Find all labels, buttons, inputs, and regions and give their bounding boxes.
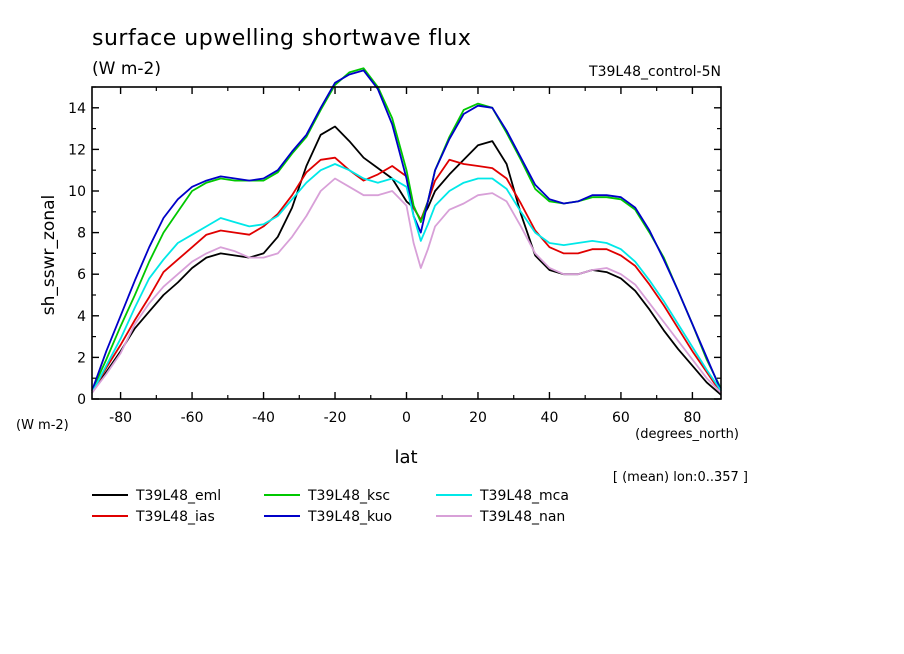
y-tick-label: 8 (77, 226, 86, 242)
x-tick-label: 20 (469, 410, 487, 426)
x-tick-label: -20 (324, 410, 347, 426)
x-axis-units: (degrees_north) (635, 427, 739, 442)
x-axis-label: lat (394, 447, 417, 468)
legend-label: T39L48_nan (479, 509, 565, 525)
y-axis: 0 2 4 6 8 10 12 14 (68, 86, 721, 408)
x-tick-label: -40 (252, 410, 275, 426)
plot-frame (91, 86, 722, 400)
series-line-t39l48_kuo (91, 69, 722, 392)
series-line-t39l48_ksc (91, 67, 722, 392)
run-label: T39L48_control-5N (588, 64, 721, 80)
x-tick-label: 40 (541, 410, 559, 426)
legend-label: T39L48_eml (135, 488, 221, 504)
x-axis: -80 -60 -40 -20 0 20 40 60 80 (109, 87, 701, 426)
y-tick-label: 0 (77, 392, 86, 408)
legend: T39L48_eml T39L48_ias T39L48_ksc T39L48_kuo… (92, 488, 569, 525)
y-axis-label: sh_sswr_zonal (39, 195, 59, 315)
chart-title: surface upwelling shortwave flux (92, 26, 471, 51)
y-tick-label: 6 (77, 267, 86, 283)
series-line-t39l48_nan (91, 177, 722, 394)
y-tick-label: 4 (77, 309, 86, 325)
legend-label: T39L48_kuo (307, 509, 392, 525)
x-tick-label: 80 (683, 410, 701, 426)
series-layer (91, 67, 722, 396)
legend-label: T39L48_ias (135, 509, 215, 525)
x-tick-label: -80 (109, 410, 132, 426)
x-tick-label: 0 (402, 410, 411, 426)
x-tick-label: 60 (612, 410, 630, 426)
x-tick-label: -60 (181, 410, 204, 426)
y-tick-label: 14 (68, 101, 86, 117)
y-axis-units: (W m-2) (16, 418, 69, 433)
y-tick-label: 10 (68, 184, 86, 200)
y-tick-label: 2 (77, 350, 86, 366)
series-line-t39l48_mca (91, 163, 722, 394)
legend-label: T39L48_mca (479, 488, 569, 504)
legend-label: T39L48_ksc (307, 488, 390, 504)
y-tick-label: 12 (68, 142, 86, 158)
chart-subtitle: (W m-2) (92, 59, 161, 79)
footnote: [ (mean) lon:0..357 ] (613, 470, 748, 485)
